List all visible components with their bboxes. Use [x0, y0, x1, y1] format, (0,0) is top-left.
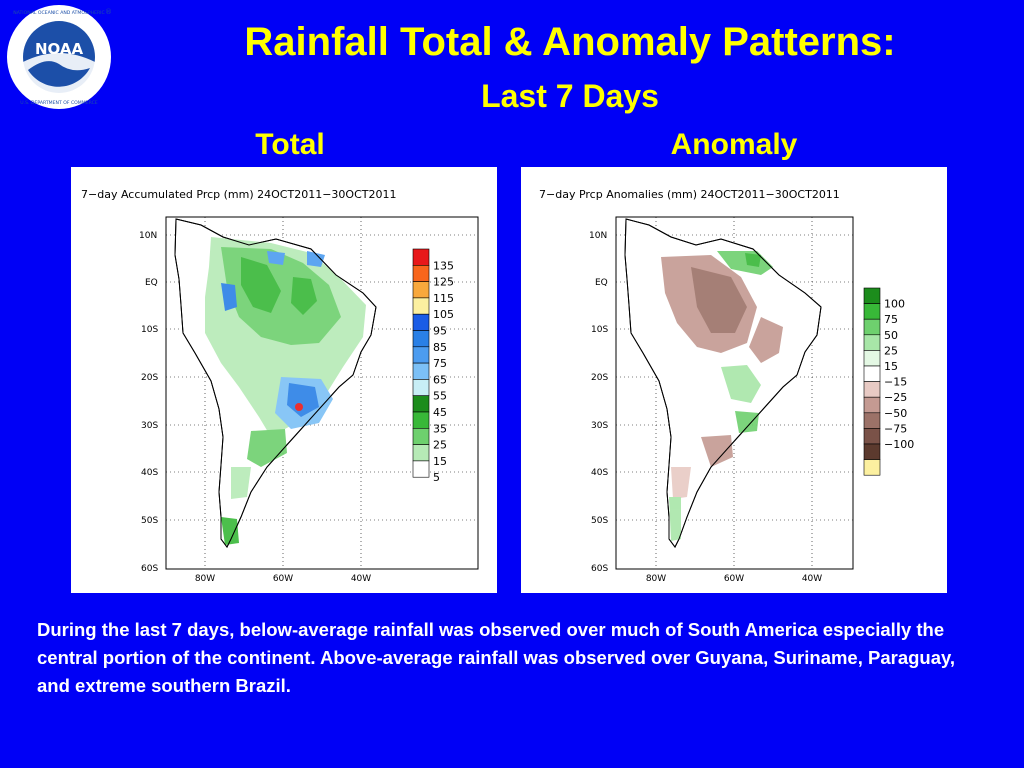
anomaly-lon-labels: 80W 60W 40W [646, 574, 822, 584]
legend-label: 65 [433, 373, 447, 386]
anomaly-panel-label: Anomaly [670, 128, 798, 161]
svg-text:NATIONAL OCEANIC AND ATMOSPHER: NATIONAL OCEANIC AND ATMOSPHERIC [13, 10, 104, 16]
legend-label: 15 [884, 360, 898, 373]
legend-swatch [412, 411, 430, 429]
svg-text:60S: 60S [591, 564, 608, 574]
anomaly-precip-map: 7−day Prcp Anomalies (mm) 24OCT2011−30OC… [539, 188, 914, 584]
legend-swatch [863, 412, 881, 429]
svg-text:40S: 40S [141, 468, 158, 478]
legend-label: 115 [433, 292, 454, 305]
noaa-logo: NOAA NATIONAL OCEANIC AND ATMOSPHERIC U.… [6, 4, 112, 110]
svg-text:NOAA: NOAA [35, 40, 84, 58]
total-map-title: 7−day Accumulated Prcp (mm) 24OCT2011−30… [81, 188, 396, 201]
legend-label: −75 [884, 422, 907, 435]
legend-swatch [863, 381, 881, 398]
anomaly-lat-labels: 10N EQ 10S 20S 30S 40S 50S 60S [589, 231, 608, 574]
anomaly-color-legend: 100 75 50 25 15 −15 −25 −50 −75 −100 [863, 287, 914, 476]
legend-label: 45 [433, 406, 447, 419]
svg-text:40S: 40S [591, 468, 608, 478]
legend-swatch [863, 365, 881, 382]
description-caption: During the last 7 days, below-average ra… [37, 619, 956, 696]
legend-label: 5 [433, 471, 440, 484]
legend-swatch [412, 248, 430, 266]
legend-label: 15 [433, 455, 447, 468]
svg-text:10S: 10S [141, 325, 158, 335]
total-panel-label: Total [255, 128, 325, 161]
svg-text:EQ: EQ [595, 278, 608, 288]
total-precip-map-panel: 7−day Accumulated Prcp (mm) 24OCT2011−30… [71, 167, 497, 593]
legend-swatch [863, 303, 881, 320]
legend-swatch [412, 330, 430, 348]
page-title: Rainfall Total & Anomaly Patterns: [244, 20, 896, 64]
legend-swatch [412, 346, 430, 364]
legend-label: −50 [884, 407, 907, 420]
svg-text:20S: 20S [141, 373, 158, 383]
legend-label: −25 [884, 391, 907, 404]
legend-swatch [412, 362, 430, 380]
svg-text:10N: 10N [139, 231, 157, 241]
legend-label: 25 [433, 439, 447, 452]
total-lon-labels: 80W 60W 40W [195, 574, 371, 584]
svg-text:U.S. DEPARTMENT OF COMMERCE: U.S. DEPARTMENT OF COMMERCE [20, 100, 97, 106]
legend-swatch [863, 287, 881, 304]
legend-label: 35 [433, 422, 447, 435]
legend-swatch [863, 350, 881, 367]
svg-text:20S: 20S [591, 373, 608, 383]
svg-text:40W: 40W [802, 574, 822, 584]
legend-swatch [412, 297, 430, 315]
legend-label: 55 [433, 390, 447, 403]
total-color-legend: 135 125 115 105 95 85 75 65 55 45 35 25 15 5 [412, 248, 454, 484]
legend-swatch [863, 443, 881, 460]
legend-swatch [863, 459, 881, 476]
total-lat-labels: 10N EQ 10S 20S 30S 40S 50S 60S [139, 231, 158, 574]
legend-swatch [412, 313, 430, 331]
legend-label: 105 [433, 308, 454, 321]
anomaly-precip-map-panel: 7−day Prcp Anomalies (mm) 24OCT2011−30OC… [521, 167, 947, 593]
legend-swatch [412, 460, 430, 478]
legend-swatch [412, 281, 430, 299]
legend-label: 50 [884, 329, 898, 342]
svg-text:®: ® [105, 8, 112, 16]
legend-label: −100 [884, 438, 914, 451]
legend-swatch [863, 334, 881, 351]
legend-label: 135 [433, 259, 454, 272]
svg-text:80W: 80W [646, 574, 666, 584]
anomaly-map-title: 7−day Prcp Anomalies (mm) 24OCT2011−30OC… [539, 188, 840, 201]
legend-swatch [412, 265, 430, 282]
total-precip-map: 7−day Accumulated Prcp (mm) 24OCT2011−30… [81, 188, 479, 584]
svg-text:80W: 80W [195, 574, 215, 584]
legend-label: 125 [433, 276, 454, 289]
legend-swatch [412, 427, 430, 445]
page-subtitle: Last 7 Days [481, 78, 659, 114]
legend-label: 25 [884, 344, 898, 357]
legend-label: 100 [884, 298, 905, 311]
svg-text:EQ: EQ [145, 278, 158, 288]
legend-swatch [412, 444, 430, 462]
legend-swatch [863, 318, 881, 336]
svg-text:50S: 50S [591, 516, 608, 526]
legend-label: −15 [884, 376, 907, 389]
legend-label: 75 [884, 313, 898, 326]
legend-swatch [863, 396, 881, 414]
svg-text:30S: 30S [591, 421, 608, 431]
legend-swatch [412, 395, 430, 413]
svg-text:60S: 60S [141, 564, 158, 574]
legend-label: 85 [433, 341, 447, 354]
legend-swatch [863, 428, 881, 445]
legend-label: 95 [433, 325, 447, 338]
svg-text:30S: 30S [141, 421, 158, 431]
legend-swatch [412, 379, 430, 396]
svg-text:10N: 10N [589, 231, 607, 241]
svg-text:60W: 60W [724, 574, 744, 584]
svg-text:50S: 50S [141, 516, 158, 526]
svg-text:40W: 40W [351, 574, 371, 584]
svg-text:10S: 10S [591, 325, 608, 335]
legend-label: 75 [433, 357, 447, 370]
svg-text:60W: 60W [273, 574, 293, 584]
